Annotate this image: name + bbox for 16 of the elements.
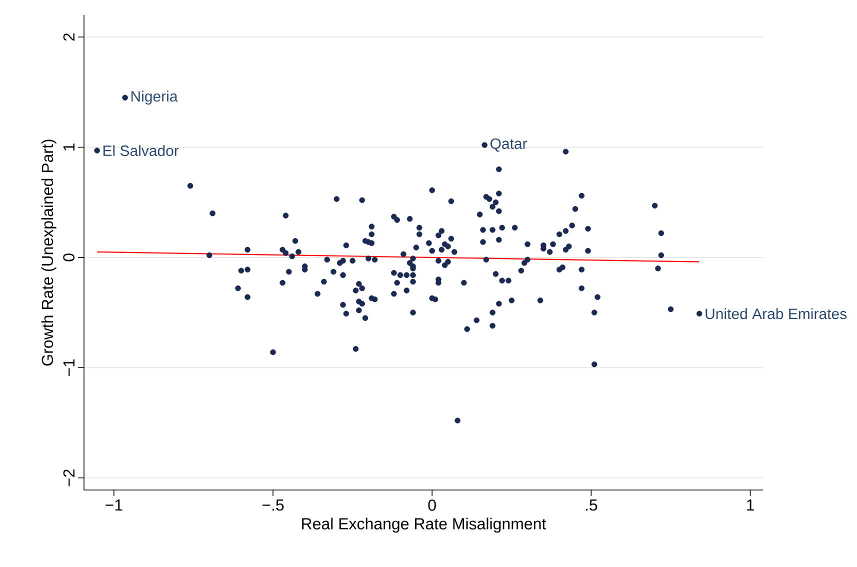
- x-tick-label: 0: [428, 500, 436, 511]
- annotation: Qatar: [490, 138, 528, 152]
- y-tick-label: −2: [63, 470, 74, 486]
- y-axis-title: Growth Rate (Unexplained Part): [41, 140, 56, 366]
- y-tick-label: 0: [63, 254, 74, 262]
- annotation: United Arab Emirates: [706, 308, 847, 320]
- x-tick-label: −.5: [262, 500, 284, 511]
- x-tick-label: 1: [747, 500, 754, 511]
- annotation: Nigeria: [131, 90, 178, 105]
- x-axis-title: Real Exchange Rate Misalignment: [302, 518, 546, 533]
- y-tick-label: 2: [63, 33, 74, 41]
- x-tick-label: −1: [106, 500, 122, 511]
- y-tick-label: 1: [63, 144, 74, 150]
- y-tick-label: −1: [63, 359, 74, 376]
- x-tick-label: .5: [586, 500, 598, 511]
- annotation: El Salvador: [103, 145, 179, 156]
